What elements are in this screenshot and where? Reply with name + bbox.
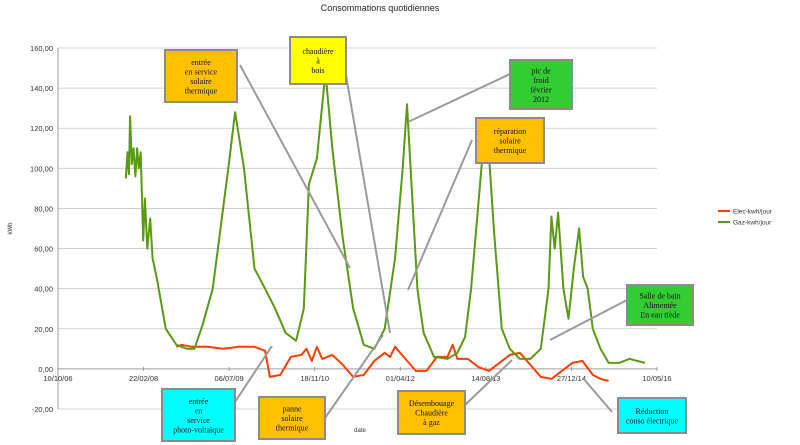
y-tick-label: -20,00	[32, 405, 53, 414]
annotation-callout	[407, 139, 473, 291]
annotation-box	[509, 59, 573, 110]
annotation-box	[258, 396, 326, 440]
annotation-text: solaire	[281, 414, 303, 423]
annotation-box	[161, 388, 236, 442]
annotation-text: entrée	[189, 397, 209, 406]
x-axis-label: date	[354, 428, 366, 434]
y-axis-label: kWh	[8, 223, 14, 235]
y-tick-label: 80,00	[34, 204, 53, 213]
annotation-callout	[549, 299, 628, 341]
annotation-text: en	[195, 406, 203, 415]
annotation-text: conso électrique	[626, 416, 679, 425]
annotation-box	[475, 117, 545, 164]
annotation-text: Salle de bain	[639, 292, 680, 301]
annotation-box	[164, 49, 238, 103]
y-tick-label: 100,00	[30, 164, 53, 173]
axes	[57, 48, 657, 409]
annotation-box	[626, 284, 694, 326]
x-tick-labels: 10/10/06 22/02/08 06/07/09 18/11/10 01/04/12…	[43, 366, 672, 383]
annotation-text: solaire	[499, 137, 521, 146]
annotation-text: thermique	[494, 146, 527, 155]
annotation-text: service	[187, 416, 210, 425]
x-tick-label: 22/02/08	[129, 374, 158, 383]
y-tick-labels: -20,00 0,00 20,00 40,00 60,00 80,00 100,00 120,…	[30, 44, 53, 414]
annotation-text: à gaz	[423, 418, 440, 427]
chart-title: Consommations quotidiennes	[321, 3, 440, 13]
annotation-text: thermique	[276, 424, 309, 433]
annotation-text: Réduction	[636, 407, 669, 416]
annotation-text: entrée	[191, 58, 211, 67]
annotation-callout	[239, 64, 351, 269]
data-series	[124, 71, 646, 382]
annotation-text: photo-voltaïque	[173, 425, 224, 434]
annotation-text: 2012	[533, 95, 549, 104]
annotation-callout	[234, 345, 273, 403]
legend: Elec-kwh/jour Gaz-kwh/jour	[718, 209, 773, 227]
y-tick-label: 20,00	[34, 325, 53, 334]
legend-label: Elec-kwh/jour	[733, 209, 773, 216]
y-tick-label: 40,00	[34, 285, 53, 294]
y-tick-label: 160,00	[30, 44, 53, 53]
annotation-callout	[345, 74, 391, 334]
x-tick-label: 01/04/12	[386, 374, 415, 383]
annotation-text: réparation	[494, 127, 526, 136]
annotation-text: Chaudière	[415, 409, 448, 418]
annotation-text: à	[316, 57, 320, 66]
annotation-callout	[324, 334, 384, 419]
annotation-callout	[582, 377, 613, 413]
annotation-text: chaudière	[302, 47, 334, 56]
annotation-text: février	[530, 85, 552, 94]
annotation-box	[289, 36, 347, 85]
annotation-box	[397, 390, 466, 435]
x-tick-label: 06/07/09	[215, 374, 244, 383]
x-tick-label: 10/05/16	[642, 374, 671, 383]
series-line-elec	[176, 343, 609, 382]
y-tick-label: 60,00	[34, 245, 53, 254]
x-tick-label: 18/11/10	[300, 374, 329, 383]
annotation-text: solaire	[190, 77, 212, 86]
annotation-text: Alimentée	[643, 301, 677, 310]
annotation-text: en service	[185, 67, 218, 76]
legend-label: Gaz-kwh/jour	[733, 220, 772, 227]
x-tick-label: 14/08/13	[471, 374, 500, 383]
y-tick-label: 140,00	[30, 84, 53, 93]
x-tick-label: 10/10/06	[43, 374, 72, 383]
annotation-box	[617, 397, 687, 434]
annotation-text: thermique	[185, 86, 218, 95]
annotation-callout	[464, 359, 513, 406]
annotation-text: pic de	[531, 66, 551, 75]
annotation-text: froid	[533, 76, 549, 85]
x-tick-label: 27/12/14	[557, 374, 586, 383]
annotation-callout	[407, 73, 511, 123]
annotation-text: panne	[282, 405, 302, 414]
series-line-gaz	[124, 71, 646, 364]
y-tick-label: 120,00	[30, 124, 53, 133]
annotation-text: bois	[311, 66, 324, 75]
y-tick-label: 0,00	[38, 365, 53, 374]
annotation-text: Désembouage	[409, 399, 455, 408]
annotation-text: En eau tiède	[640, 311, 680, 320]
